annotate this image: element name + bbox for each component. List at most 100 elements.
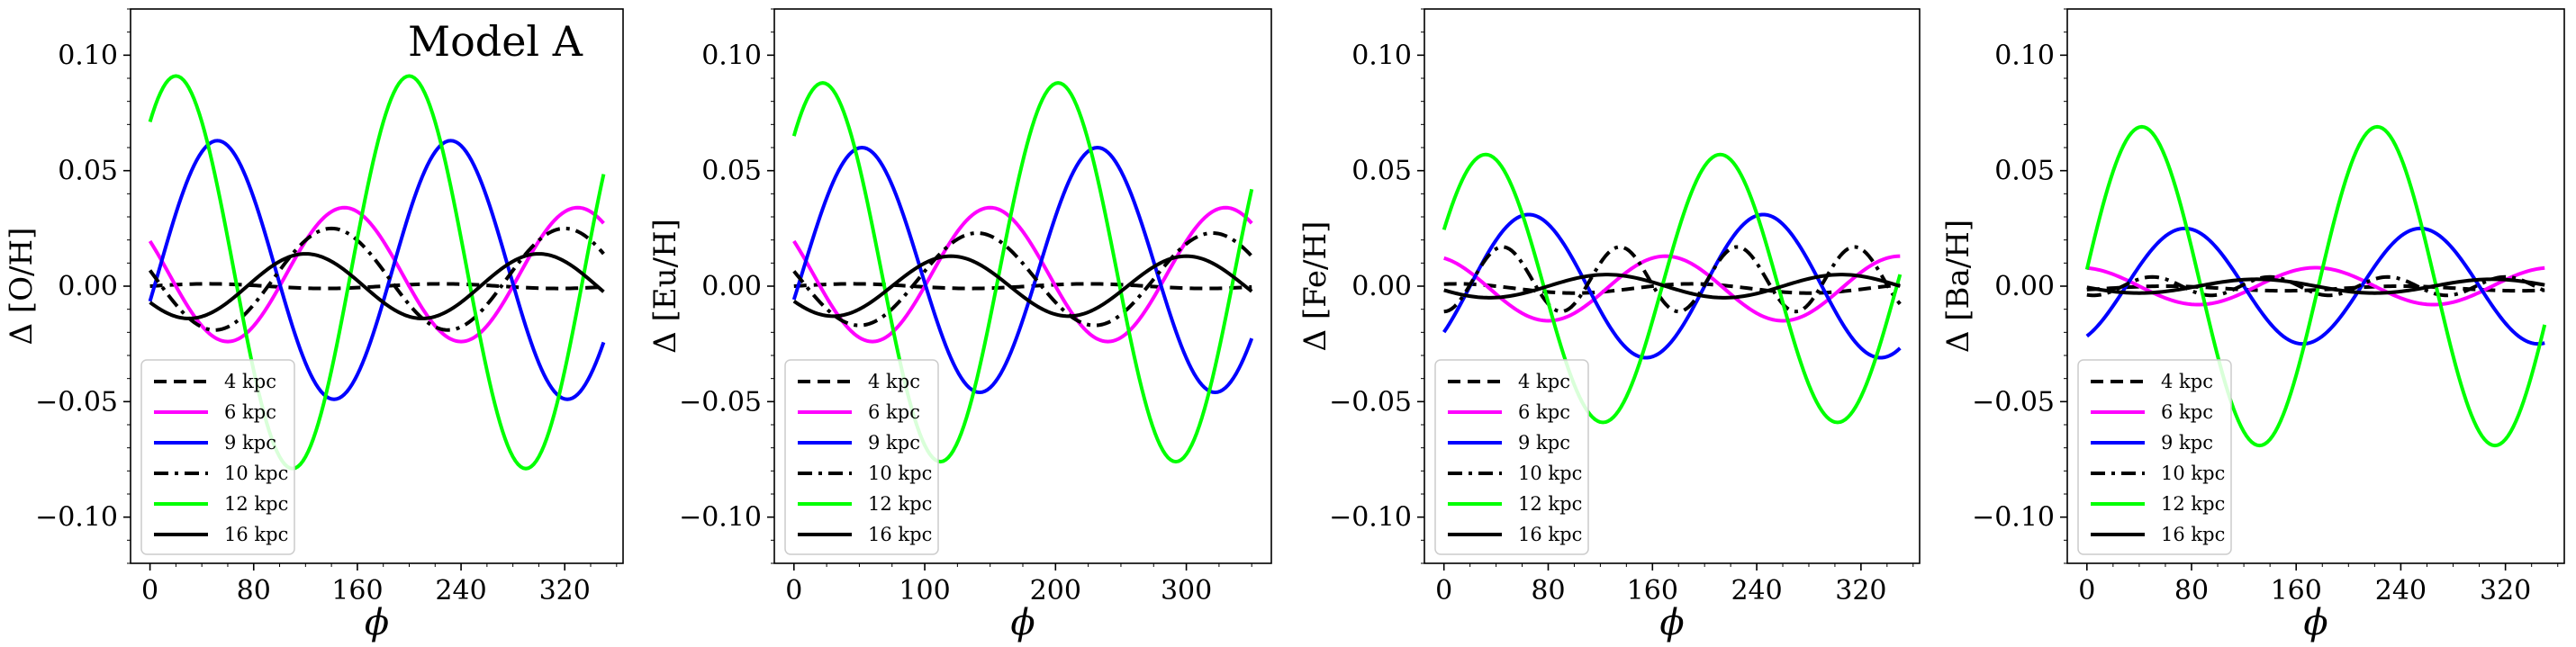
- x-tick-label: 80: [1531, 575, 1565, 607]
- series-line-12-kpc: [148, 74, 606, 471]
- y-tick-label: 0.05: [58, 156, 118, 187]
- x-tick-label: 80: [2174, 575, 2209, 607]
- x-tick-label: 0: [2078, 575, 2095, 607]
- y-axis-label: Δ [Fe/H]: [1297, 221, 1333, 352]
- legend-entry: 4 kpc: [2161, 371, 2213, 392]
- legend-entry: 16 kpc: [224, 524, 288, 545]
- series-line-10-kpc: [148, 226, 605, 332]
- x-tick-label: 160: [331, 575, 383, 607]
- series-group: [1442, 152, 1903, 425]
- legend: 4 kpc 6 kpc 9 kpc 10 kpc 12 kpc 16 kpc: [784, 359, 939, 555]
- legend-entry: 10 kpc: [2161, 463, 2225, 484]
- legend-entry: 6 kpc: [1518, 401, 1570, 423]
- y-axis-label: Δ [O/H]: [4, 228, 40, 346]
- x-tick-label: 160: [2271, 575, 2322, 607]
- panel-2: 0.10 0.05 0.00 −0.05 −0.10 0 100 200 300 ϕ Δ [Eu/H…: [647, 8, 1272, 643]
- series-line-6-kpc: [148, 205, 605, 344]
- y-tick-label: −0.10: [679, 502, 762, 534]
- x-tick-label: 240: [435, 575, 486, 607]
- y-tick-label: −0.10: [1329, 502, 1412, 534]
- y-tick-label: −0.05: [1972, 386, 2055, 418]
- panel-3: 0.10 0.05 0.00 −0.05 −0.10 0 80 160 240 320 ϕ Δ [Fe…: [1297, 8, 1921, 643]
- series-line-12-kpc: [791, 81, 1254, 464]
- x-tick-label: 0: [1435, 575, 1452, 607]
- x-axis-label: ϕ: [2303, 602, 2327, 643]
- legend-entry: 10 kpc: [1518, 463, 1582, 484]
- series-line-16-kpc: [2086, 277, 2545, 295]
- x-tick-label: 80: [237, 575, 271, 607]
- x-axis-label: ϕ: [365, 602, 389, 643]
- series-line-16-kpc: [149, 252, 605, 320]
- y-tick-label: 0.05: [701, 156, 762, 187]
- panel-annotation: Model A: [408, 17, 583, 66]
- legend-entry: 10 kpc: [224, 463, 288, 484]
- x-tick-label: 0: [141, 575, 158, 607]
- legend: 4 kpc 6 kpc 9 kpc 10 kpc 12 kpc 16 kpc: [2077, 359, 2232, 555]
- series-group: [148, 74, 606, 471]
- x-axis-label: ϕ: [1010, 602, 1035, 643]
- y-tick-label: 0.10: [58, 40, 118, 71]
- legend-entry: 9 kpc: [1518, 432, 1570, 454]
- series-line-16-kpc: [792, 254, 1253, 319]
- y-axis-label: Δ [Eu/H]: [647, 219, 683, 354]
- legend-entry: 12 kpc: [1518, 493, 1582, 515]
- legend-entry: 12 kpc: [224, 493, 288, 515]
- legend-entry: 12 kpc: [2161, 493, 2225, 515]
- legend-entry: 6 kpc: [2161, 401, 2213, 423]
- x-tick-label: 240: [1731, 575, 1782, 607]
- series-line-4-kpc: [149, 282, 604, 291]
- legend: 4 kpc 6 kpc 9 kpc 10 kpc 12 kpc 16 kpc: [140, 359, 295, 555]
- series-line-6-kpc: [2086, 265, 2545, 307]
- x-tick-label: 240: [2375, 575, 2427, 607]
- y-tick-label: −0.05: [35, 386, 118, 418]
- series-line-9-kpc: [2085, 226, 2545, 346]
- y-tick-label: −0.10: [1972, 502, 2055, 534]
- legend-entry: 12 kpc: [868, 493, 932, 515]
- y-tick-label: 0.00: [58, 271, 118, 302]
- x-tick-label: 320: [539, 575, 591, 607]
- series-line-9-kpc: [148, 139, 606, 401]
- legend-entry: 10 kpc: [868, 463, 932, 484]
- x-tick-label: 200: [1030, 575, 1081, 607]
- x-tick-label: 100: [899, 575, 950, 607]
- panel-4: 0.10 0.05 0.00 −0.05 −0.10 0 80 160 240 320 ϕ Δ [Ba…: [1940, 8, 2565, 643]
- y-tick-label: 0.00: [701, 271, 762, 302]
- y-tick-label: 0.10: [701, 40, 762, 71]
- y-tick-label: 0.05: [1994, 156, 2055, 187]
- y-axis-label: Δ [Ba/H]: [1940, 220, 1976, 353]
- series-line-12-kpc: [2084, 124, 2547, 448]
- y-tick-label: 0.00: [1351, 271, 1412, 302]
- legend-entry: 6 kpc: [868, 401, 920, 423]
- series-line-16-kpc: [1443, 273, 1901, 300]
- legend-entry: 16 kpc: [868, 524, 932, 545]
- y-tick-label: 0.10: [1351, 40, 1412, 71]
- series-group: [791, 81, 1254, 464]
- x-tick-label: 320: [2480, 575, 2531, 607]
- legend: 4 kpc 6 kpc 9 kpc 10 kpc 12 kpc 16 kpc: [1434, 359, 1589, 555]
- series-line-10-kpc: [2086, 274, 2546, 298]
- y-tick-label: −0.05: [1329, 386, 1412, 418]
- legend-entry: 9 kpc: [2161, 432, 2213, 454]
- legend-entry: 9 kpc: [224, 432, 276, 454]
- x-tick-label: 320: [1835, 575, 1886, 607]
- series-line-10-kpc: [792, 230, 1253, 328]
- x-tick-label: 0: [785, 575, 802, 607]
- x-axis-label: ϕ: [1659, 602, 1684, 643]
- x-tick-label: 300: [1161, 575, 1212, 607]
- legend-entry: 16 kpc: [2161, 524, 2225, 545]
- x-tick-label: 160: [1627, 575, 1678, 607]
- y-tick-label: 0.10: [1994, 40, 2055, 71]
- series-line-9-kpc: [1442, 212, 1902, 360]
- legend-entry: 4 kpc: [868, 371, 920, 392]
- legend-entry: 16 kpc: [1518, 524, 1582, 545]
- series-line-12-kpc: [1442, 152, 1903, 425]
- series-line-10-kpc: [1443, 245, 1902, 314]
- y-tick-label: −0.10: [35, 502, 118, 534]
- legend-entry: 9 kpc: [868, 432, 920, 454]
- y-tick-label: −0.05: [679, 386, 762, 418]
- series-line-4-kpc: [793, 282, 1252, 291]
- y-tick-label: 0.00: [1994, 271, 2055, 302]
- y-tick-label: 0.05: [1351, 156, 1412, 187]
- legend-entry: 4 kpc: [1518, 371, 1570, 392]
